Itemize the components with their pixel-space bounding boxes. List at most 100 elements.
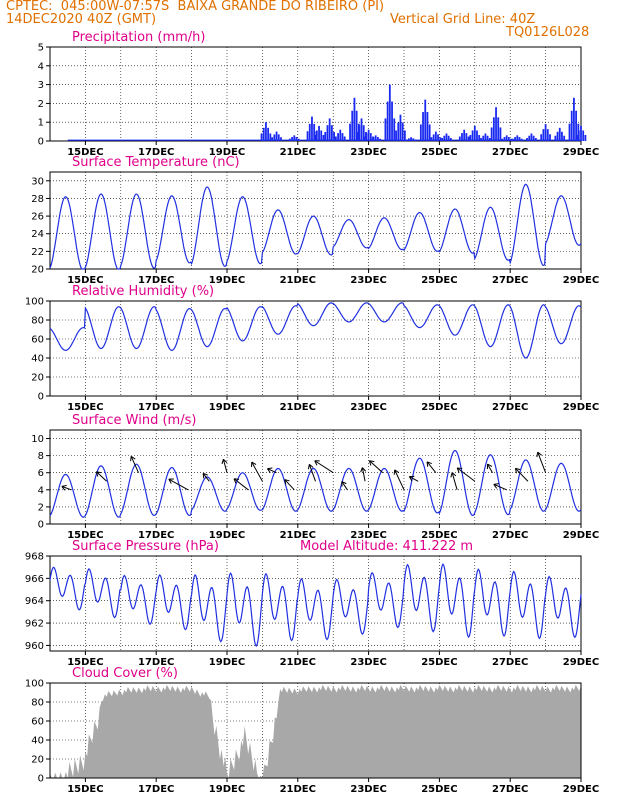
rh-ytick-label: 0 [38, 392, 44, 403]
wind-arrow [284, 479, 295, 491]
wind-ytick-label: 0 [38, 520, 44, 531]
rh-title: Relative Humidity (%) [72, 284, 214, 299]
wind-arrow-head [168, 478, 172, 484]
pres-annotation: Model Altitude: 411.222 m [300, 539, 473, 554]
precip-bar [356, 131, 359, 141]
precip-bar [384, 118, 387, 141]
header-model-id: TQ0126L028 [506, 25, 590, 40]
precip-bar [419, 124, 422, 141]
precip-bar [437, 134, 439, 141]
cloud-xtick-label: 27DEC [492, 784, 528, 795]
precip-bar [328, 118, 331, 141]
precip-bar [432, 134, 435, 141]
wind-arrow-head [369, 460, 375, 463]
precip-bar [351, 110, 354, 141]
wind-arrow [369, 460, 384, 474]
pres-xtick-label: 15DEC [67, 657, 103, 668]
precip-bar [575, 134, 578, 141]
wind-arrow-head [267, 468, 271, 474]
precip-bar [480, 137, 482, 141]
precip-bar [465, 133, 468, 141]
precip-bar [518, 137, 521, 141]
precip-bar [582, 130, 585, 141]
precip-bar [490, 127, 493, 141]
precip-bar [549, 134, 551, 141]
precip-bar [324, 131, 327, 141]
precip-bar [267, 127, 270, 141]
precip-bar [403, 130, 406, 141]
precip-bar [362, 125, 365, 141]
precip-bar [580, 125, 582, 141]
precip-bar [273, 134, 276, 141]
rh-ytick-label: 40 [31, 354, 44, 365]
precip-bar [369, 133, 372, 141]
cloud-xtick-label: 23DEC [350, 784, 386, 795]
precip-bar [360, 118, 363, 141]
precip-bar [461, 133, 463, 141]
precip-bar [393, 118, 396, 141]
precip-ytick-label: 5 [38, 43, 44, 54]
cloud-ytick-label: 0 [38, 774, 44, 785]
pres-ytick-label: 960 [25, 641, 44, 652]
precip-bar [376, 137, 379, 141]
precip-bar [397, 122, 400, 141]
wind-arrow [409, 476, 419, 482]
wind-arrow-head [515, 467, 521, 471]
wind-arrow-head [514, 468, 518, 474]
wind-arrow-head [368, 460, 372, 466]
precip-bar [334, 136, 337, 141]
wind-arrow [267, 468, 277, 474]
precip-bar [353, 97, 356, 141]
pres-xtick-label: 25DEC [421, 657, 457, 668]
precip-bar [320, 130, 323, 141]
pres-ytick-label: 966 [25, 574, 44, 585]
wind-arrow-head [360, 467, 363, 473]
precip-bar [556, 131, 559, 141]
rh-xtick-label: 29DEC [563, 402, 599, 413]
precip-bar [262, 127, 265, 141]
wind-arrow-head [309, 463, 314, 468]
wind-arrow-head [130, 456, 132, 462]
rh-xtick-label: 21DEC [280, 402, 316, 413]
precip-bar [486, 135, 489, 141]
wind-arrow [96, 471, 107, 482]
pres-xtick-label: 29DEC [563, 657, 599, 668]
rh-series-line [49, 302, 582, 359]
precip-bar [349, 123, 351, 141]
rh-ytick-label: 60 [31, 335, 44, 346]
precip-bar [495, 107, 497, 141]
precip-xtick-label: 25DEC [421, 147, 457, 158]
precip-bar [488, 137, 491, 141]
precip-ytick-label: 1 [38, 118, 44, 129]
temp-ytick-label: 20 [31, 265, 44, 276]
precip-bar [507, 137, 510, 141]
wind-arrow [251, 461, 263, 482]
cloud-xtick-label: 15DEC [67, 784, 103, 795]
precip-bar [499, 127, 502, 141]
precip-bar [363, 136, 366, 141]
wind-arrow-head [537, 451, 542, 456]
cloud-ytick-label: 40 [31, 736, 44, 747]
wind-arrow [314, 460, 334, 474]
wind-arrow-head [362, 467, 367, 472]
wind-arrow-head [307, 464, 310, 470]
wind-arrow [515, 467, 529, 482]
precip-bar [428, 124, 431, 141]
precip-xtick-label: 17DEC [138, 147, 174, 158]
precip-bar [355, 110, 358, 141]
wind-arrow-head [130, 455, 136, 460]
precip-bar [467, 136, 470, 141]
pres-ytick-label: 968 [25, 552, 44, 563]
wind-arrow [451, 472, 458, 490]
wind-arrow-head [223, 458, 228, 464]
precip-bar [422, 112, 424, 141]
temp-ytick-label: 24 [31, 229, 44, 240]
wind-arrow [361, 467, 366, 482]
precip-bar [445, 133, 448, 141]
wind-xtick-label: 17DEC [138, 530, 174, 541]
cloud-ytick-label: 20 [31, 755, 44, 766]
wind-arrow [394, 469, 405, 491]
precip-bar [554, 135, 557, 141]
wind-title: Surface Wind (m/s) [72, 413, 196, 428]
precip-bar [275, 131, 278, 141]
